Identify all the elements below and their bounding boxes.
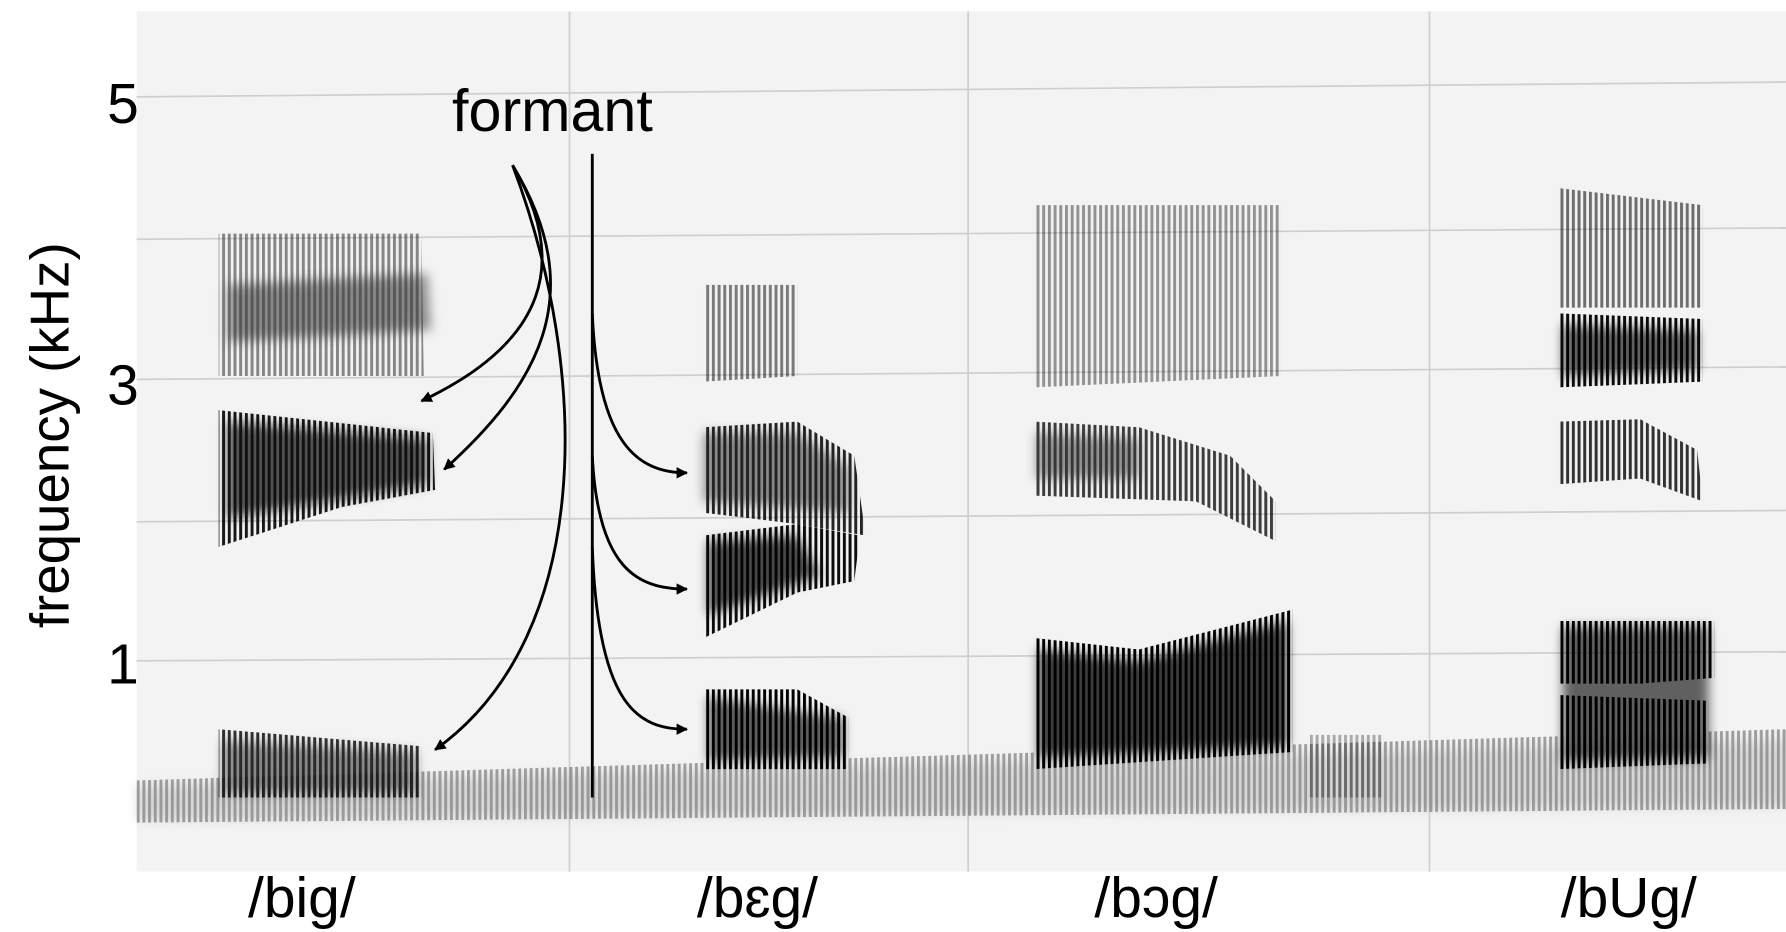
grid-line xyxy=(136,81,1786,98)
formant-band xyxy=(1309,734,1384,798)
big-formants xyxy=(218,233,436,798)
word-label: /bɛg/ xyxy=(697,866,818,930)
arrow xyxy=(434,164,567,751)
grid-line xyxy=(136,366,1786,381)
arrow xyxy=(590,455,688,595)
formant-band xyxy=(703,432,849,513)
formant-bands xyxy=(218,187,1715,798)
grid-line xyxy=(136,509,1786,523)
annotation: formant xyxy=(452,77,653,144)
arrow xyxy=(590,546,688,735)
bug-formants xyxy=(1558,187,1715,770)
formant-band xyxy=(227,273,431,342)
formant-band xyxy=(1036,432,1140,479)
y-tick-label: 5 xyxy=(107,72,139,136)
formant-band xyxy=(223,740,416,792)
word-label: /bɔg/ xyxy=(1094,866,1218,930)
formant-band xyxy=(1558,419,1703,502)
bog-formants xyxy=(1034,205,1384,798)
arrow xyxy=(590,313,688,479)
y-axis-label: frequency (kHz) xyxy=(18,242,80,628)
y-tick-label: 1 xyxy=(107,633,139,697)
formant-band xyxy=(708,535,821,616)
formant-arrows xyxy=(420,153,688,798)
y-tick-label: 3 xyxy=(107,353,139,417)
formant-band xyxy=(1562,324,1698,376)
formant-band xyxy=(227,421,428,519)
grid-line xyxy=(136,650,1786,662)
formant-band xyxy=(708,697,843,762)
beg-formants xyxy=(703,284,866,770)
formant-band xyxy=(1034,205,1282,388)
word-label: /bUg/ xyxy=(1561,866,1697,930)
arrow xyxy=(443,164,552,471)
formant-band xyxy=(1562,626,1709,762)
word-label: /big/ xyxy=(248,866,356,930)
formant-band xyxy=(1038,620,1288,758)
formant-band xyxy=(703,284,798,382)
formant-band xyxy=(1558,187,1703,308)
